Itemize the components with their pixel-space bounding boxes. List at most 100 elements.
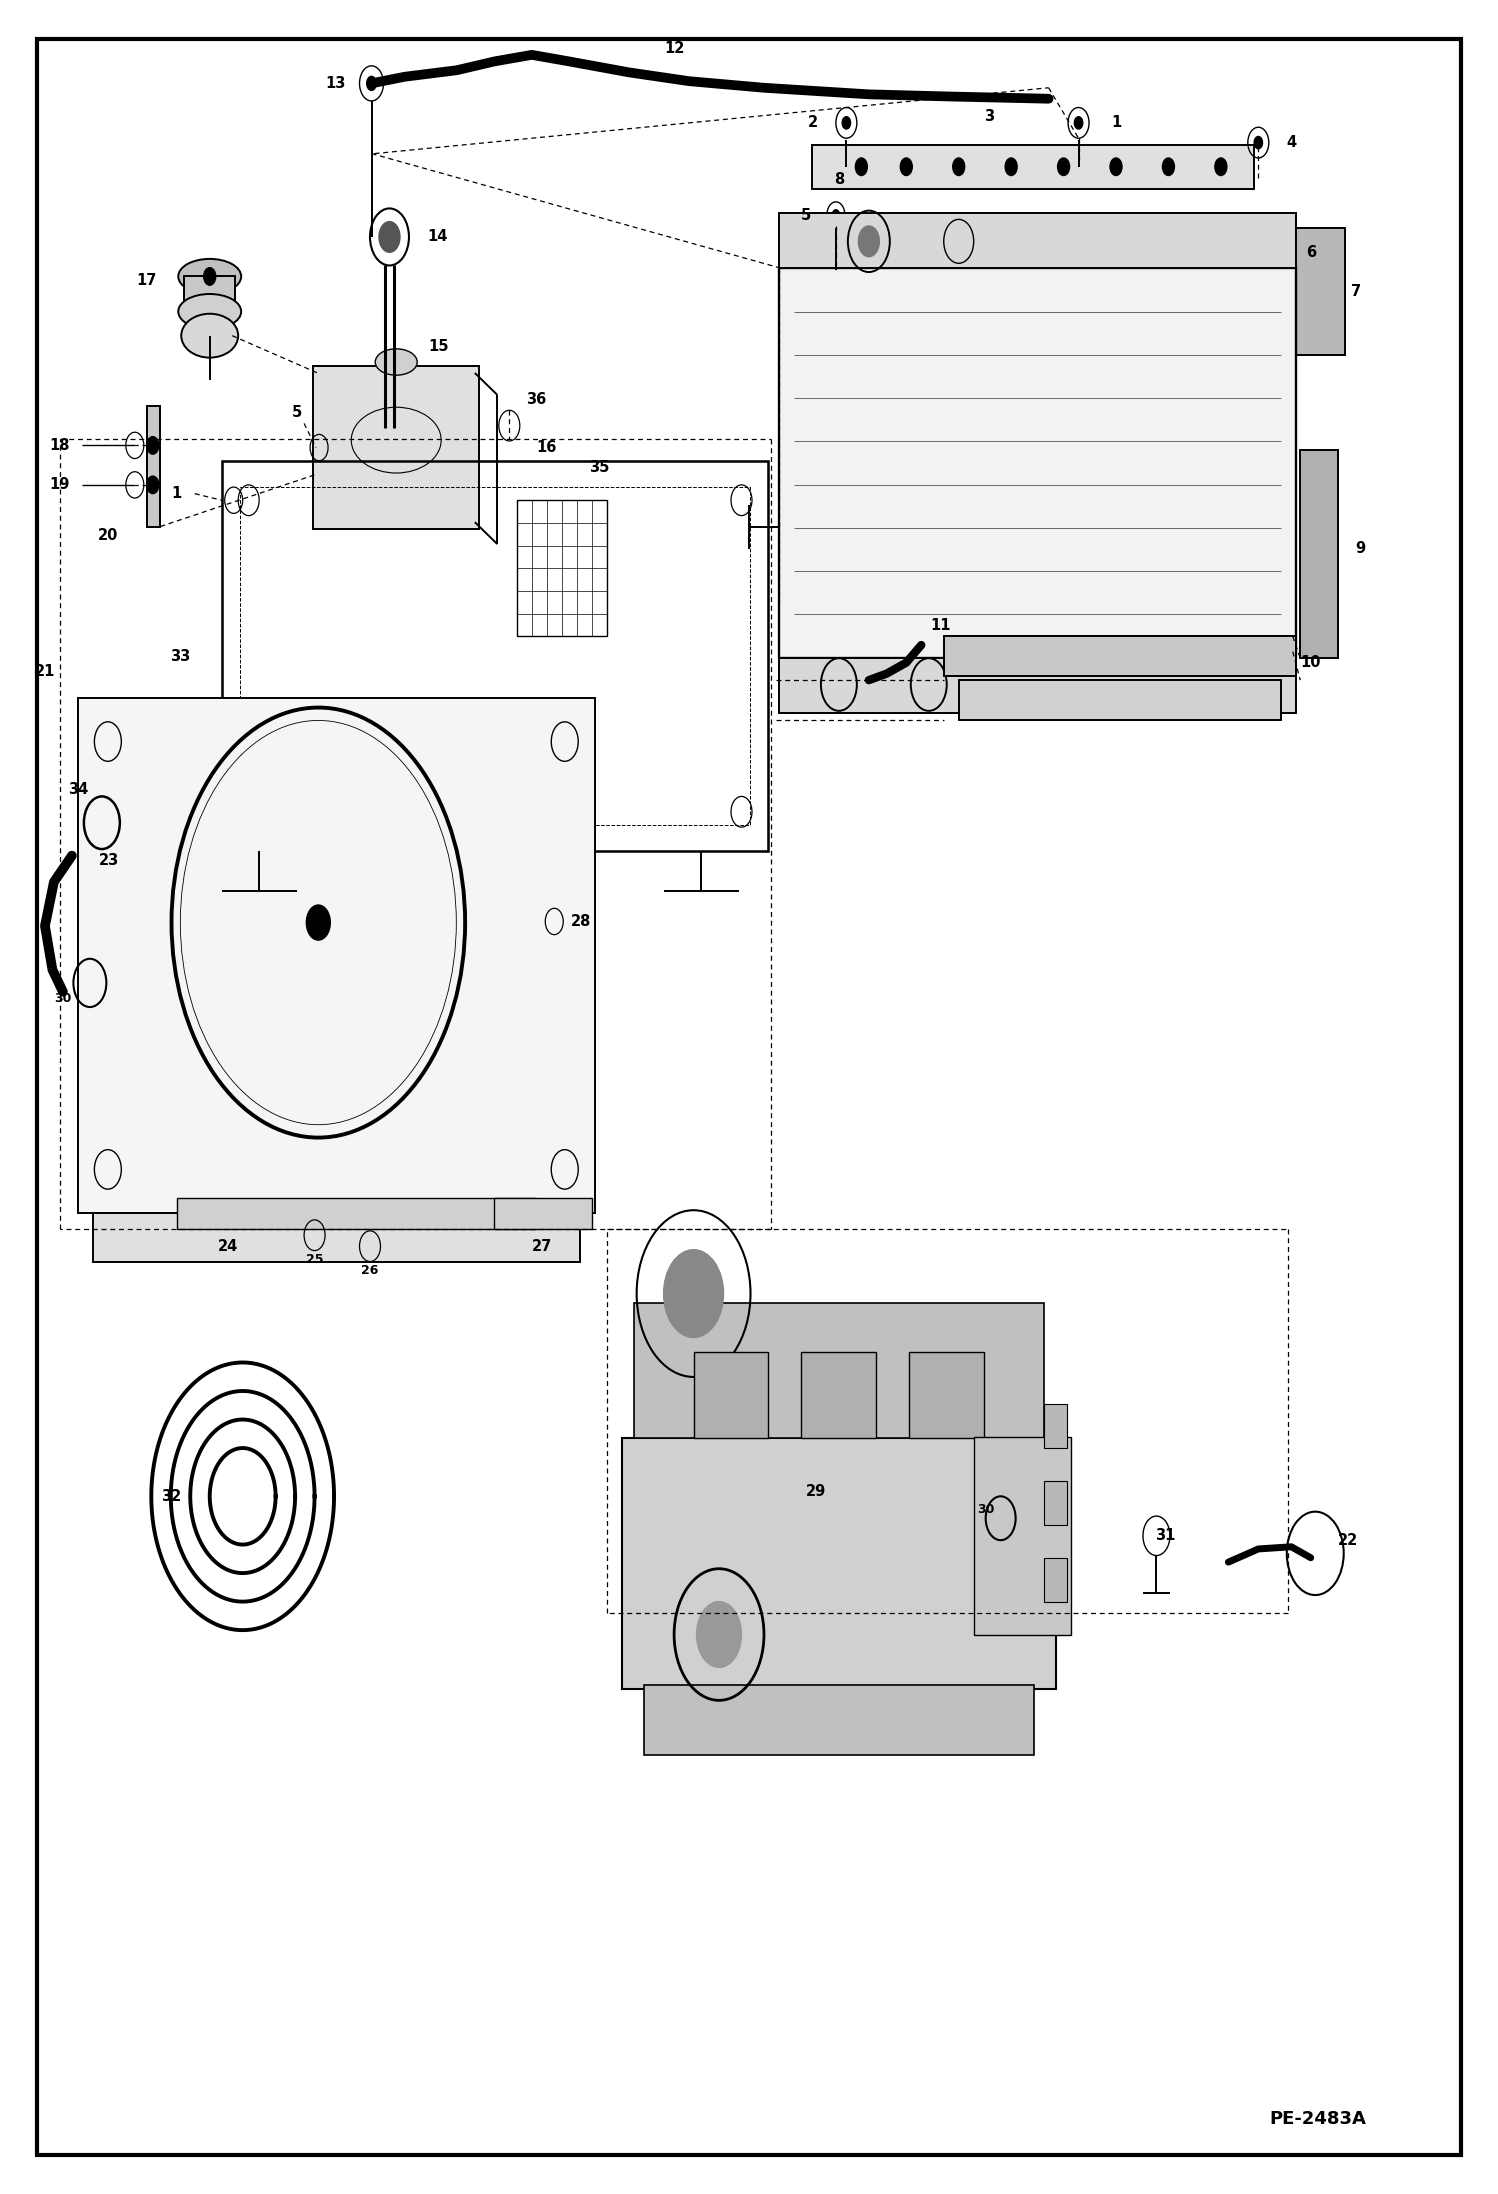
Text: 1: 1	[172, 487, 181, 500]
Text: 33: 33	[169, 649, 190, 663]
Bar	[974, 1437, 1071, 1635]
Bar	[93, 1213, 580, 1262]
Text: 13: 13	[325, 77, 346, 90]
Bar	[644, 1685, 1034, 1755]
Text: 16: 16	[536, 441, 557, 454]
Bar	[801, 257, 839, 283]
Text: 22: 22	[1338, 1534, 1359, 1547]
Bar	[1044, 1404, 1067, 1448]
FancyBboxPatch shape	[313, 366, 479, 529]
Circle shape	[1215, 158, 1227, 176]
Ellipse shape	[178, 259, 241, 294]
Bar	[622, 1439, 1056, 1689]
Text: 30: 30	[977, 1503, 995, 1516]
Text: 14: 14	[427, 230, 448, 244]
Circle shape	[1110, 158, 1122, 176]
Bar	[78, 698, 595, 1213]
Circle shape	[900, 158, 912, 176]
Circle shape	[953, 158, 965, 176]
Bar	[634, 1303, 1044, 1439]
Text: 10: 10	[1300, 656, 1321, 669]
Bar	[779, 658, 1296, 713]
Text: 5: 5	[292, 406, 301, 419]
Circle shape	[855, 158, 867, 176]
Circle shape	[858, 226, 879, 257]
Text: 2: 2	[809, 116, 818, 129]
Text: 12: 12	[664, 42, 685, 55]
Ellipse shape	[178, 294, 241, 329]
Text: 19: 19	[49, 478, 70, 491]
Text: 30: 30	[54, 992, 72, 1005]
Bar	[240, 487, 750, 825]
Bar	[177, 1198, 536, 1229]
Text: 24: 24	[217, 1240, 238, 1253]
Bar	[779, 268, 1296, 658]
Bar	[1300, 450, 1338, 658]
Bar	[944, 636, 1296, 676]
Text: 8: 8	[834, 173, 843, 186]
Bar	[812, 145, 1254, 189]
Text: 5: 5	[801, 208, 810, 222]
Text: PE-2483A: PE-2483A	[1270, 2111, 1366, 2128]
Text: 35: 35	[589, 461, 610, 474]
Circle shape	[367, 77, 376, 90]
Text: 23: 23	[99, 853, 120, 867]
Circle shape	[664, 1251, 724, 1338]
Circle shape	[1254, 136, 1263, 149]
Text: 26: 26	[361, 1264, 379, 1277]
Text: 1: 1	[1112, 116, 1121, 129]
Ellipse shape	[374, 349, 416, 375]
Text: 17: 17	[136, 274, 157, 287]
Bar	[801, 222, 1288, 283]
Circle shape	[306, 906, 330, 939]
Circle shape	[1109, 241, 1124, 263]
Circle shape	[379, 222, 400, 252]
Circle shape	[147, 437, 159, 454]
Text: 32: 32	[160, 1490, 181, 1503]
Bar	[184, 276, 235, 312]
Bar	[909, 1352, 984, 1439]
Circle shape	[833, 211, 839, 219]
Circle shape	[1162, 158, 1174, 176]
Bar	[1294, 228, 1345, 355]
Ellipse shape	[181, 314, 238, 358]
Bar	[801, 1352, 876, 1439]
Text: 15: 15	[428, 340, 449, 353]
Circle shape	[1183, 241, 1198, 263]
Bar	[779, 213, 1296, 268]
Circle shape	[1074, 116, 1083, 129]
Text: 25: 25	[306, 1253, 324, 1266]
Bar	[517, 500, 607, 636]
Circle shape	[861, 241, 876, 263]
Circle shape	[1058, 158, 1070, 176]
Circle shape	[697, 1602, 742, 1667]
Circle shape	[1041, 241, 1056, 263]
Circle shape	[842, 116, 851, 129]
Text: 28: 28	[571, 915, 592, 928]
Bar	[147, 406, 160, 527]
Bar	[959, 680, 1281, 720]
Bar	[222, 461, 768, 851]
Bar	[494, 1198, 592, 1229]
Circle shape	[147, 476, 159, 494]
Text: 20: 20	[97, 529, 118, 542]
Circle shape	[1005, 158, 1017, 176]
Bar	[1044, 1481, 1067, 1525]
Circle shape	[921, 241, 936, 263]
Text: 21: 21	[34, 665, 55, 678]
Text: 29: 29	[806, 1485, 827, 1499]
Text: 3: 3	[984, 110, 993, 123]
Text: 4: 4	[1287, 136, 1296, 149]
Text: 6: 6	[1306, 246, 1315, 259]
Bar	[694, 1352, 768, 1439]
Circle shape	[204, 268, 216, 285]
Text: 34: 34	[67, 783, 88, 796]
Text: 18: 18	[49, 439, 70, 452]
Text: 7: 7	[1351, 285, 1360, 298]
Text: 36: 36	[526, 393, 547, 406]
Text: 27: 27	[532, 1240, 553, 1253]
Text: 11: 11	[930, 619, 951, 632]
Text: 31: 31	[1155, 1529, 1176, 1542]
Text: 9: 9	[1356, 542, 1365, 555]
Bar	[1044, 1558, 1067, 1602]
